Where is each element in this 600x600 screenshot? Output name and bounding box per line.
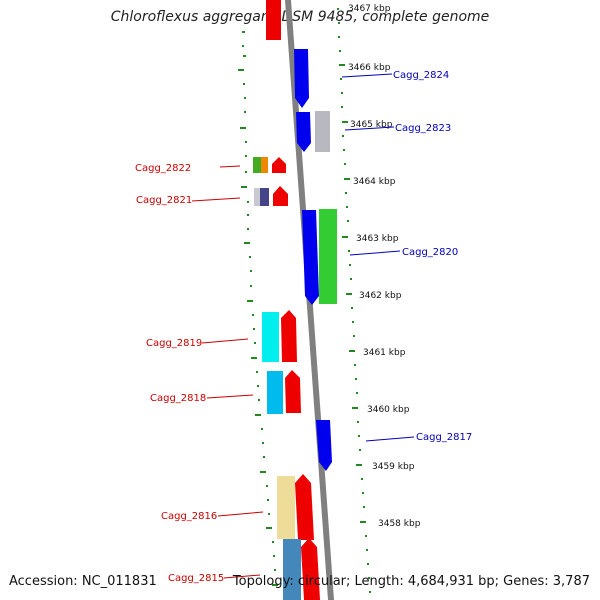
gene-label-cagg-2822[interactable]: Cagg_2822 (135, 163, 191, 174)
gene-cagg-2823-left[interactable] (296, 112, 311, 152)
gene-label-cagg-2821[interactable]: Cagg_2821 (136, 195, 192, 206)
gene-cagg-2815[interactable] (283, 539, 301, 600)
kbp-label: 3459 kbp (372, 462, 415, 472)
gene-cagg-2822-b[interactable] (261, 157, 268, 173)
gene-cagg-2821-b[interactable] (260, 188, 269, 206)
gene-label-cagg-2817[interactable]: Cagg_2817 (416, 432, 472, 443)
gene-label-cagg-2816[interactable]: Cagg_2816 (161, 511, 217, 522)
kbp-label: 3464 kbp (353, 177, 396, 187)
gene-cagg-2824[interactable] (294, 49, 309, 108)
kbp-label: 3461 kbp (363, 348, 406, 358)
gene-cagg-2816-b[interactable] (295, 474, 314, 540)
kbp-label: 3462 kbp (359, 291, 402, 301)
gene-labels: Cagg_2824 Cagg_2823 Cagg_2822 Cagg_2821 … (135, 70, 472, 584)
gene-top-fragment[interactable] (266, 0, 281, 40)
gene-cagg-2822-a[interactable] (253, 157, 261, 173)
kbp-label: 3463 kbp (356, 234, 399, 244)
kbp-label: 3465 kbp (350, 120, 393, 130)
gene-label-cagg-2818[interactable]: Cagg_2818 (150, 393, 206, 404)
gene-cagg-2819-b[interactable] (281, 310, 297, 362)
right-ruler (337, 8, 371, 593)
genome-title: Chloroflexus aggregans DSM 9485, complet… (110, 9, 490, 25)
kbp-label: 3467 kbp (348, 4, 391, 14)
kbp-label: 3458 kbp (378, 519, 421, 529)
gene-cagg-2820-left[interactable] (302, 210, 319, 305)
gene-cagg-2818-b[interactable] (285, 370, 301, 413)
kbp-label: 3466 kbp (348, 63, 391, 73)
forward-leaders (341, 73, 415, 442)
reverse-genes (253, 157, 320, 600)
gene-cagg-2823[interactable] (315, 111, 330, 152)
gene-cagg-2816[interactable] (277, 476, 295, 539)
gene-cagg-2817[interactable] (316, 420, 332, 471)
accession-text: Accession: NC_011831 (9, 574, 157, 589)
reverse-leaders (191, 165, 264, 579)
gene-label-cagg-2824[interactable]: Cagg_2824 (393, 70, 449, 81)
gene-cagg-2821-a[interactable] (254, 188, 260, 206)
gene-cagg-2821-c[interactable] (273, 186, 288, 206)
kbp-label: 3460 kbp (367, 405, 410, 415)
gene-label-cagg-2820[interactable]: Cagg_2820 (402, 247, 458, 258)
gene-cagg-2815-b[interactable] (301, 538, 320, 600)
topology-summary: Topology: circular; Length: 4,684,931 bp… (232, 574, 590, 589)
gene-label-cagg-2815[interactable]: Cagg_2815 (168, 573, 224, 584)
gene-label-cagg-2823[interactable]: Cagg_2823 (395, 123, 451, 134)
gene-label-cagg-2819[interactable]: Cagg_2819 (146, 338, 202, 349)
forward-genes (294, 49, 337, 471)
gene-cagg-2820[interactable] (319, 209, 337, 304)
gene-cagg-2819[interactable] (262, 312, 279, 362)
left-ruler (238, 31, 278, 586)
gene-cagg-2818[interactable] (267, 371, 283, 414)
kbp-labels: 3467 kbp 3466 kbp 3465 kbp 3464 kbp 3463… (348, 4, 421, 529)
gene-cagg-2822-c[interactable] (272, 157, 286, 173)
